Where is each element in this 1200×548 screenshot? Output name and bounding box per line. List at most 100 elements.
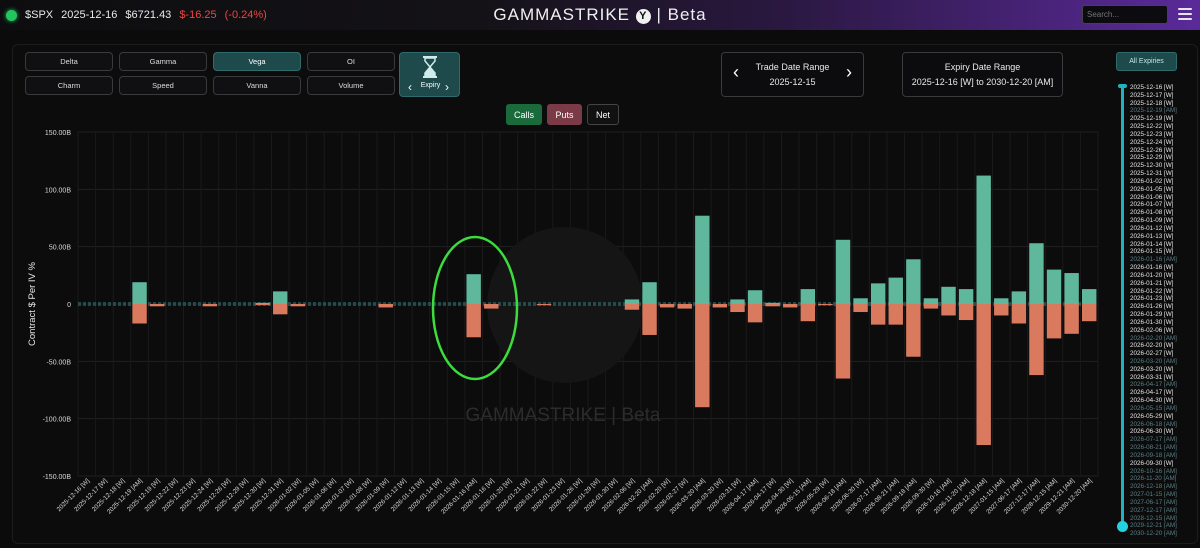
puts-bar[interactable]: [290, 304, 306, 307]
puts-bar[interactable]: [853, 304, 868, 313]
expiry-list-item[interactable]: 2027-01-15 [AM]: [1130, 491, 1177, 499]
expiry-list-item[interactable]: 2026-01-02 [W]: [1130, 177, 1174, 185]
puts-bar[interactable]: [712, 304, 728, 308]
expiry-list-item[interactable]: 2026-10-16 [AM]: [1130, 467, 1177, 475]
expiry-list-item[interactable]: 2026-02-20 [W]: [1130, 342, 1174, 350]
calls-bar[interactable]: [1011, 291, 1027, 304]
puts-bar[interactable]: [695, 304, 710, 408]
expiry-list-item[interactable]: 2025-12-19 [AM]: [1130, 107, 1177, 115]
expiry-list-item[interactable]: 2026-04-30 [W]: [1130, 397, 1174, 405]
greek-button-speed[interactable]: Speed: [119, 76, 207, 95]
expiry-list-item[interactable]: 2025-12-24 [W]: [1130, 138, 1174, 146]
puts-bar[interactable]: [870, 304, 886, 325]
expiry-list-item[interactable]: 2026-01-14 [W]: [1130, 240, 1174, 248]
calls-bar[interactable]: [1029, 243, 1044, 304]
puts-bar[interactable]: [923, 304, 939, 309]
puts-bar[interactable]: [730, 304, 745, 313]
expiry-list-item[interactable]: 2026-01-23 [W]: [1130, 295, 1174, 303]
puts-bar[interactable]: [132, 304, 147, 324]
search-input[interactable]: [1082, 5, 1168, 24]
puts-bar[interactable]: [958, 304, 974, 321]
calls-bar[interactable]: [976, 175, 991, 304]
trade-date-prev-icon[interactable]: ‹: [733, 62, 739, 82]
expiry-list-item[interactable]: 2026-04-17 [AM]: [1130, 381, 1177, 389]
calls-bar[interactable]: [747, 290, 763, 304]
calls-bar[interactable]: [835, 239, 851, 304]
expiry-list-item[interactable]: 2026-09-18 [AM]: [1130, 451, 1177, 459]
calls-bar[interactable]: [624, 299, 640, 304]
puts-bar[interactable]: [659, 304, 675, 308]
calls-bar[interactable]: [870, 283, 886, 304]
expiry-list-item[interactable]: 2026-05-29 [W]: [1130, 412, 1174, 420]
puts-bar[interactable]: [783, 304, 798, 308]
expiry-slider-knob[interactable]: [1117, 521, 1128, 532]
expiry-mode-button[interactable]: ‹ Expiry ›: [399, 52, 460, 97]
expiry-date-range[interactable]: Expiry Date Range 2025-12-16 [W] to 2030…: [902, 52, 1063, 97]
puts-bar[interactable]: [994, 304, 1009, 316]
expiry-list-item[interactable]: 2026-04-17 [W]: [1130, 389, 1174, 397]
calls-bar[interactable]: [853, 298, 868, 304]
expiry-list-item[interactable]: 2025-12-26 [W]: [1130, 146, 1174, 154]
expiry-list-item[interactable]: 2025-12-30 [W]: [1130, 162, 1174, 170]
expiry-list-item[interactable]: 2026-01-12 [W]: [1130, 224, 1174, 232]
puts-bar[interactable]: [888, 304, 903, 325]
ticker-symbol[interactable]: $SPX: [25, 9, 54, 21]
calls-bar[interactable]: [958, 289, 974, 304]
puts-bar[interactable]: [1081, 304, 1097, 322]
puts-bar[interactable]: [835, 304, 851, 379]
expiry-list-item[interactable]: 2025-12-19 [W]: [1130, 115, 1174, 123]
calls-bar[interactable]: [255, 302, 270, 304]
expiry-list-item[interactable]: 2026-01-07 [W]: [1130, 201, 1174, 209]
puts-bar[interactable]: [642, 304, 657, 335]
expiry-list-item[interactable]: 2026-01-30 [W]: [1130, 318, 1174, 326]
expiry-list-item[interactable]: 2029-12-21 [AM]: [1130, 522, 1177, 530]
expiry-list-item[interactable]: 2026-01-05 [W]: [1130, 185, 1174, 193]
puts-bar[interactable]: [149, 304, 165, 307]
calls-bar[interactable]: [923, 298, 939, 304]
expiry-list-item[interactable]: 2026-06-30 [W]: [1130, 428, 1174, 436]
hamburger-menu-icon[interactable]: [1178, 8, 1192, 20]
expiry-list-item[interactable]: 2026-01-13 [W]: [1130, 232, 1174, 240]
puts-bar[interactable]: [1011, 304, 1027, 324]
calls-bar[interactable]: [642, 282, 657, 304]
puts-bar[interactable]: [536, 304, 552, 306]
puts-bar[interactable]: [906, 304, 921, 357]
calls-bar[interactable]: [132, 282, 147, 304]
trade-date-next-icon[interactable]: ›: [846, 62, 852, 82]
expiry-list-item[interactable]: 2025-12-18 [W]: [1130, 99, 1174, 107]
expiry-list-item[interactable]: 2026-01-21 [W]: [1130, 279, 1174, 287]
expiry-list-item[interactable]: 2025-12-17 [W]: [1130, 91, 1174, 99]
expiry-list-item[interactable]: 2026-01-16 [AM]: [1130, 256, 1177, 264]
expiry-list-item[interactable]: 2026-01-22 [W]: [1130, 287, 1174, 295]
expiry-list-item[interactable]: 2027-12-17 [AM]: [1130, 506, 1177, 514]
calls-bar[interactable]: [1064, 273, 1079, 304]
calls-bar[interactable]: [906, 259, 921, 304]
greek-button-charm[interactable]: Charm: [25, 76, 113, 95]
calls-bar[interactable]: [273, 291, 288, 304]
expiry-list-item[interactable]: 2025-12-29 [W]: [1130, 154, 1174, 162]
expiry-next-icon[interactable]: ›: [445, 80, 449, 94]
expiry-list-item[interactable]: 2026-02-06 [W]: [1130, 326, 1174, 334]
expiry-list-item[interactable]: 2026-12-18 [AM]: [1130, 483, 1177, 491]
expiry-list-item[interactable]: 2026-01-08 [W]: [1130, 209, 1174, 217]
expiry-list-item[interactable]: 2026-07-17 [AM]: [1130, 436, 1177, 444]
expiry-list-item[interactable]: 2026-01-06 [W]: [1130, 193, 1174, 201]
calls-bar[interactable]: [765, 302, 780, 304]
puts-bar[interactable]: [202, 304, 218, 307]
puts-bar[interactable]: [624, 304, 640, 310]
calls-bar[interactable]: [466, 274, 481, 304]
puts-bar[interactable]: [378, 304, 393, 308]
calls-bar[interactable]: [730, 299, 745, 304]
greek-button-volume[interactable]: Volume: [307, 76, 395, 95]
expiry-list-item[interactable]: 2026-02-20 [AM]: [1130, 334, 1177, 342]
expiry-prev-icon[interactable]: ‹: [408, 80, 412, 94]
puts-bar[interactable]: [1064, 304, 1079, 334]
expiry-list-item[interactable]: 2028-12-15 [AM]: [1130, 514, 1177, 522]
puts-bar[interactable]: [765, 304, 780, 307]
greek-button-oi[interactable]: OI: [307, 52, 395, 71]
puts-bar[interactable]: [677, 304, 692, 309]
expiry-list-item[interactable]: 2026-06-18 [AM]: [1130, 420, 1177, 428]
expiry-list-item[interactable]: 2026-03-31 [W]: [1130, 373, 1174, 381]
expiry-list-item[interactable]: 2026-01-29 [W]: [1130, 311, 1174, 319]
puts-bar[interactable]: [273, 304, 288, 315]
